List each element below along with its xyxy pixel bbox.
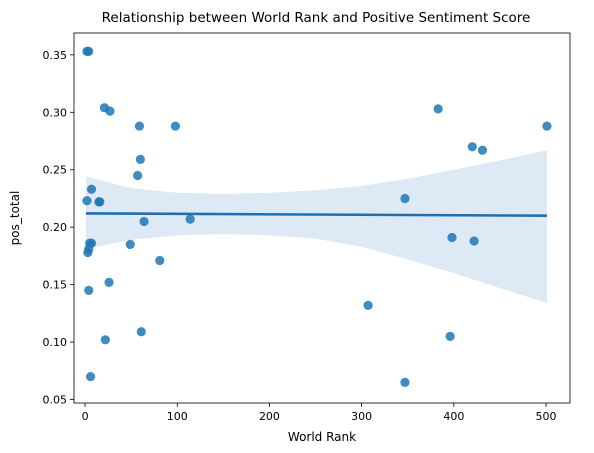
plot-frame [73, 32, 571, 404]
data-point [95, 197, 105, 207]
y-tick-label: 0.05 [43, 394, 68, 407]
data-point [135, 154, 145, 164]
confidence-band [85, 150, 547, 304]
data-point [125, 239, 135, 250]
regression-line [85, 212, 547, 217]
data-point [467, 142, 477, 152]
x-axis-ticks: 0 100 200 300 400 500 [82, 403, 557, 423]
data-point [133, 170, 143, 181]
x-axis-label: World Rank [288, 430, 356, 444]
data-point [104, 277, 114, 287]
y-tick-label: 0.30 [43, 106, 68, 119]
y-tick-label: 0.35 [43, 49, 68, 62]
data-point [477, 145, 488, 155]
data-point [542, 121, 552, 131]
data-point [400, 193, 410, 204]
x-tick-label: 0 [82, 410, 89, 423]
data-point [447, 232, 457, 243]
y-tick-label: 0.10 [43, 336, 68, 349]
data-point [105, 106, 115, 116]
data-point [400, 377, 410, 387]
data-point [86, 184, 97, 194]
data-point [134, 121, 145, 131]
data-point [433, 104, 443, 114]
y-axis-label: pos_total [8, 191, 22, 246]
points-layer [82, 46, 552, 387]
data-point [445, 331, 455, 341]
data-point [82, 196, 92, 206]
data-point [136, 327, 146, 337]
data-point [83, 247, 93, 258]
regression-line-layer [85, 212, 547, 217]
data-point [363, 300, 373, 310]
x-tick-label: 100 [167, 410, 188, 423]
y-tick-label: 0.20 [43, 221, 68, 234]
data-point [100, 335, 110, 345]
x-tick-label: 400 [443, 410, 464, 423]
x-tick-label: 200 [259, 410, 280, 423]
data-point [170, 121, 181, 131]
y-tick-label: 0.25 [43, 164, 68, 177]
data-point [85, 371, 96, 382]
x-tick-label: 300 [351, 410, 372, 423]
data-point [469, 236, 479, 246]
data-point [84, 46, 94, 56]
x-tick-label: 500 [536, 410, 557, 423]
y-axis-ticks: 0.05 0.10 0.15 0.20 0.25 0.30 0.35 [43, 49, 74, 407]
chart-title: Relationship between World Rank and Posi… [102, 10, 531, 26]
data-point [84, 285, 94, 295]
y-tick-label: 0.15 [43, 279, 68, 292]
confidence-band-layer [85, 150, 547, 304]
plot-area [73, 32, 571, 404]
data-point [155, 255, 165, 266]
data-point [139, 216, 149, 227]
data-point [185, 214, 195, 224]
